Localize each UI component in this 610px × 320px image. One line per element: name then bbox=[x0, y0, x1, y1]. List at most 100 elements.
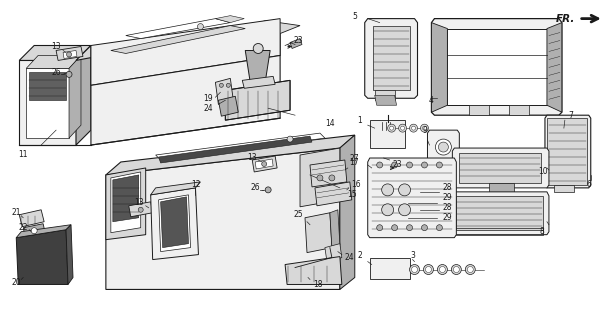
Polygon shape bbox=[106, 135, 355, 175]
Circle shape bbox=[409, 124, 417, 132]
Polygon shape bbox=[26, 55, 81, 68]
Circle shape bbox=[390, 126, 393, 130]
Circle shape bbox=[382, 204, 393, 216]
Text: 7: 7 bbox=[569, 111, 573, 120]
Polygon shape bbox=[126, 19, 231, 38]
Circle shape bbox=[437, 265, 447, 275]
Polygon shape bbox=[29, 72, 66, 100]
Circle shape bbox=[412, 267, 417, 273]
Text: 10: 10 bbox=[538, 167, 548, 176]
Circle shape bbox=[382, 184, 393, 196]
Polygon shape bbox=[255, 159, 273, 169]
Polygon shape bbox=[129, 202, 152, 217]
Polygon shape bbox=[285, 257, 342, 284]
Polygon shape bbox=[315, 182, 352, 206]
Polygon shape bbox=[159, 136, 312, 163]
Polygon shape bbox=[242, 76, 275, 88]
Circle shape bbox=[406, 225, 412, 231]
Text: 9: 9 bbox=[422, 126, 427, 135]
Polygon shape bbox=[16, 225, 71, 238]
Polygon shape bbox=[151, 188, 198, 260]
Circle shape bbox=[409, 265, 420, 275]
Circle shape bbox=[423, 265, 434, 275]
Polygon shape bbox=[66, 225, 73, 284]
Text: 23: 23 bbox=[293, 36, 303, 45]
Polygon shape bbox=[245, 20, 300, 34]
Text: 22: 22 bbox=[18, 223, 28, 232]
Circle shape bbox=[439, 142, 448, 152]
Text: 15: 15 bbox=[347, 190, 357, 199]
Polygon shape bbox=[106, 168, 146, 240]
Polygon shape bbox=[509, 105, 529, 115]
Circle shape bbox=[436, 162, 442, 168]
Text: 20: 20 bbox=[12, 278, 21, 287]
Text: 13: 13 bbox=[134, 198, 143, 207]
Text: 1: 1 bbox=[357, 116, 362, 125]
Text: 28: 28 bbox=[443, 183, 452, 192]
Circle shape bbox=[401, 126, 404, 130]
Text: 6: 6 bbox=[586, 180, 591, 189]
Circle shape bbox=[422, 162, 428, 168]
Polygon shape bbox=[56, 46, 83, 60]
Text: 24: 24 bbox=[345, 253, 354, 262]
Circle shape bbox=[436, 139, 451, 155]
Text: 19: 19 bbox=[204, 94, 213, 103]
Polygon shape bbox=[91, 55, 280, 145]
Circle shape bbox=[138, 207, 143, 212]
Circle shape bbox=[398, 204, 411, 216]
Polygon shape bbox=[156, 133, 325, 160]
Text: 13: 13 bbox=[51, 42, 61, 51]
Polygon shape bbox=[330, 210, 340, 248]
Polygon shape bbox=[375, 95, 397, 105]
Circle shape bbox=[423, 126, 426, 130]
Circle shape bbox=[439, 267, 445, 273]
Polygon shape bbox=[26, 68, 69, 138]
Polygon shape bbox=[225, 80, 290, 120]
Polygon shape bbox=[20, 210, 44, 227]
Circle shape bbox=[198, 24, 204, 29]
Polygon shape bbox=[310, 160, 347, 187]
Circle shape bbox=[265, 187, 271, 193]
Circle shape bbox=[392, 162, 398, 168]
Circle shape bbox=[453, 267, 459, 273]
Polygon shape bbox=[16, 230, 68, 284]
Polygon shape bbox=[252, 156, 277, 172]
Circle shape bbox=[436, 225, 442, 231]
Circle shape bbox=[398, 184, 411, 196]
Polygon shape bbox=[151, 182, 201, 195]
Circle shape bbox=[377, 162, 382, 168]
Text: 24: 24 bbox=[204, 104, 213, 113]
Text: 8: 8 bbox=[540, 227, 544, 236]
Circle shape bbox=[287, 136, 293, 142]
Polygon shape bbox=[431, 23, 447, 112]
Circle shape bbox=[467, 267, 473, 273]
Circle shape bbox=[406, 162, 412, 168]
Polygon shape bbox=[370, 120, 404, 148]
Text: 26: 26 bbox=[51, 68, 61, 77]
Text: 11: 11 bbox=[18, 149, 28, 158]
Text: 14: 14 bbox=[325, 119, 335, 128]
Text: 17: 17 bbox=[349, 158, 359, 167]
Text: FR.: FR. bbox=[556, 14, 575, 24]
Polygon shape bbox=[453, 148, 549, 188]
Polygon shape bbox=[375, 90, 395, 100]
Polygon shape bbox=[547, 23, 562, 112]
Polygon shape bbox=[431, 19, 562, 115]
Text: 21: 21 bbox=[12, 208, 21, 217]
Circle shape bbox=[422, 225, 428, 231]
Text: 3: 3 bbox=[410, 251, 415, 260]
Polygon shape bbox=[373, 26, 409, 90]
Polygon shape bbox=[91, 19, 280, 85]
Polygon shape bbox=[106, 148, 340, 289]
Polygon shape bbox=[554, 185, 574, 192]
Text: 5: 5 bbox=[353, 12, 357, 21]
Text: 13: 13 bbox=[248, 153, 257, 162]
Text: 27: 27 bbox=[350, 154, 360, 163]
Text: 25: 25 bbox=[293, 210, 303, 219]
Polygon shape bbox=[159, 195, 190, 252]
Polygon shape bbox=[23, 224, 45, 237]
Text: 29: 29 bbox=[443, 193, 452, 202]
Polygon shape bbox=[325, 244, 342, 261]
Circle shape bbox=[420, 124, 428, 132]
Polygon shape bbox=[20, 60, 76, 145]
